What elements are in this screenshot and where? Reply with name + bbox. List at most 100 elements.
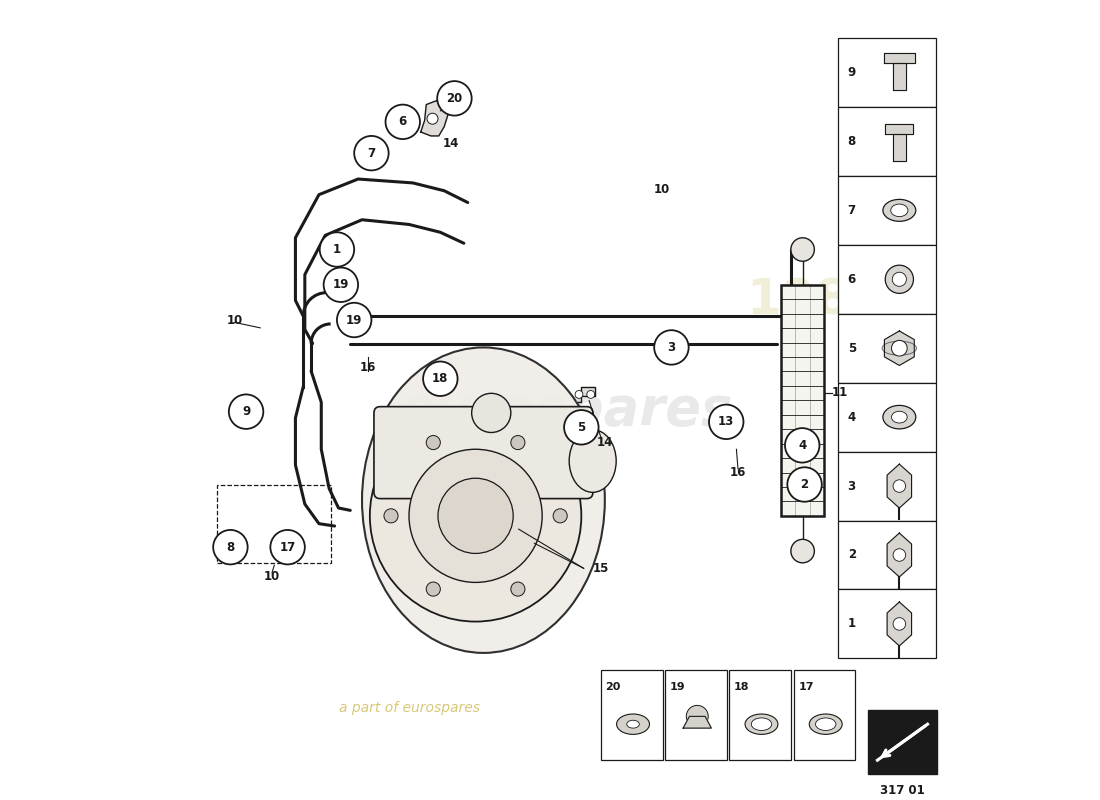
Polygon shape	[683, 716, 712, 728]
Text: 17: 17	[279, 541, 296, 554]
Text: 10: 10	[227, 314, 242, 326]
Text: 11: 11	[832, 386, 848, 399]
Text: 9: 9	[848, 66, 856, 79]
Ellipse shape	[569, 430, 616, 492]
Circle shape	[320, 232, 354, 266]
Circle shape	[686, 706, 708, 727]
Text: 18: 18	[432, 372, 449, 386]
Circle shape	[893, 549, 905, 562]
Circle shape	[710, 405, 744, 439]
Text: 5: 5	[578, 421, 585, 434]
Bar	[217, 485, 331, 563]
Circle shape	[791, 539, 814, 563]
Ellipse shape	[617, 714, 649, 734]
Circle shape	[424, 362, 458, 396]
Bar	[838, 176, 936, 245]
Bar	[838, 382, 936, 452]
Text: 16: 16	[360, 361, 376, 374]
Ellipse shape	[883, 406, 916, 429]
Bar	[838, 107, 936, 176]
Bar	[838, 38, 936, 107]
FancyBboxPatch shape	[374, 406, 593, 498]
Polygon shape	[421, 101, 448, 136]
Circle shape	[213, 530, 248, 564]
Ellipse shape	[892, 272, 906, 286]
Bar	[838, 590, 936, 658]
Bar	[868, 710, 937, 774]
Circle shape	[785, 428, 820, 462]
Circle shape	[384, 509, 398, 523]
Text: 16: 16	[729, 466, 746, 479]
Text: 7: 7	[367, 146, 375, 160]
Text: 3: 3	[668, 341, 675, 354]
Circle shape	[337, 302, 372, 338]
Text: 2: 2	[801, 478, 808, 491]
Ellipse shape	[810, 714, 843, 734]
Circle shape	[791, 238, 814, 262]
Text: 13: 13	[718, 415, 735, 428]
Circle shape	[788, 467, 822, 502]
Circle shape	[437, 81, 472, 115]
Circle shape	[370, 410, 581, 622]
Text: 14: 14	[596, 437, 613, 450]
Text: 19: 19	[670, 682, 685, 692]
Text: 12: 12	[452, 94, 468, 107]
Bar	[781, 285, 824, 516]
Bar	[838, 314, 936, 382]
Circle shape	[472, 394, 510, 433]
Circle shape	[385, 105, 420, 139]
Circle shape	[654, 330, 689, 365]
Ellipse shape	[815, 718, 836, 730]
Circle shape	[586, 390, 595, 398]
Text: 1985: 1985	[747, 277, 886, 325]
Circle shape	[323, 267, 359, 302]
Text: eurospares: eurospares	[399, 384, 733, 436]
Circle shape	[271, 530, 305, 564]
Bar	[838, 245, 936, 314]
Bar	[838, 452, 936, 521]
Circle shape	[553, 509, 568, 523]
Circle shape	[354, 136, 388, 170]
Ellipse shape	[891, 411, 908, 423]
Circle shape	[427, 114, 438, 124]
Polygon shape	[887, 533, 912, 577]
Bar	[793, 670, 856, 760]
Ellipse shape	[745, 714, 778, 734]
Text: 4: 4	[799, 439, 806, 452]
Polygon shape	[883, 53, 915, 63]
Text: 4: 4	[848, 410, 856, 424]
Circle shape	[409, 450, 542, 582]
Text: 9: 9	[242, 405, 250, 418]
Text: 20: 20	[606, 682, 621, 692]
Polygon shape	[893, 63, 905, 90]
Text: 20: 20	[447, 92, 463, 105]
Circle shape	[575, 390, 583, 398]
Ellipse shape	[891, 204, 908, 217]
Text: 7: 7	[848, 204, 856, 217]
Text: 19: 19	[346, 314, 362, 326]
Polygon shape	[887, 464, 912, 508]
Polygon shape	[887, 602, 912, 646]
Circle shape	[438, 478, 514, 554]
Ellipse shape	[886, 265, 913, 294]
Text: 10: 10	[264, 570, 280, 582]
Bar	[729, 670, 791, 760]
Text: 6: 6	[848, 273, 856, 286]
Text: 1: 1	[848, 618, 856, 630]
Text: a part of eurospares: a part of eurospares	[339, 701, 480, 714]
Bar	[601, 670, 663, 760]
Circle shape	[510, 435, 525, 450]
Circle shape	[426, 435, 440, 450]
Polygon shape	[884, 331, 914, 366]
Circle shape	[893, 480, 905, 492]
Polygon shape	[886, 124, 913, 134]
Ellipse shape	[751, 718, 772, 730]
Ellipse shape	[362, 347, 605, 653]
Text: 6: 6	[398, 115, 407, 128]
Text: 317 01: 317 01	[880, 784, 925, 797]
Text: 3: 3	[848, 479, 856, 493]
Text: 8: 8	[848, 135, 856, 148]
Text: 19: 19	[332, 278, 349, 291]
Bar	[838, 521, 936, 590]
Text: 14: 14	[442, 138, 459, 150]
